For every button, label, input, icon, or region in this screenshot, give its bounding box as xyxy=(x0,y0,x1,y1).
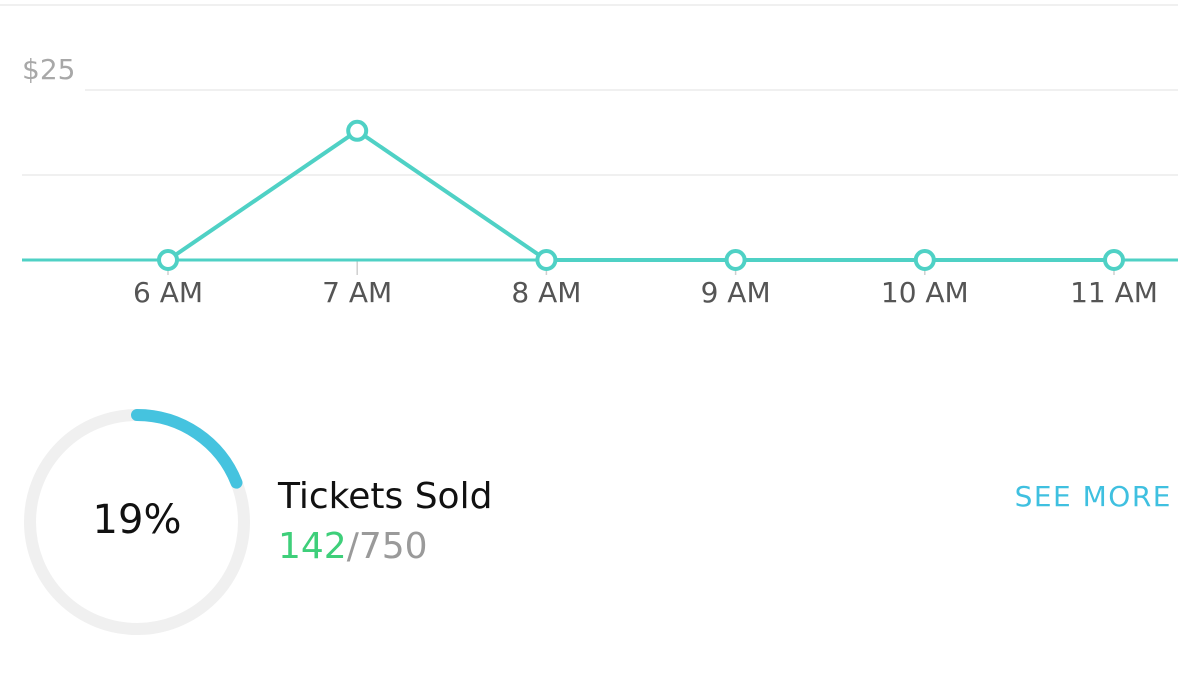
data-point xyxy=(535,249,558,271)
data-point xyxy=(724,249,747,271)
sold-count: 142 xyxy=(278,526,347,567)
tickets-count: 142/750 xyxy=(278,526,428,567)
x-tick-label: 11 AM xyxy=(1070,276,1158,309)
x-tick-label: 10 AM xyxy=(881,276,969,309)
x-tick-label: 9 AM xyxy=(701,276,771,309)
data-point xyxy=(346,119,369,142)
tickets-title: Tickets Sold xyxy=(277,476,492,517)
data-point xyxy=(1103,249,1125,271)
revenue-chart: $25 6 AM 7 AM 8 AM 9 AM 10 AM 11 AM xyxy=(22,53,1178,309)
line-series xyxy=(166,128,1114,262)
total-count: 750 xyxy=(359,526,428,567)
see-more-link[interactable]: SEE MORE xyxy=(1015,480,1172,513)
data-point xyxy=(913,249,936,271)
progress-arc xyxy=(131,409,243,489)
x-tick-label: 7 AM xyxy=(322,276,392,309)
data-point xyxy=(157,249,179,271)
percent-label: 19% xyxy=(93,497,182,543)
x-tick-label: 8 AM xyxy=(511,276,581,309)
x-tick-label: 6 AM xyxy=(133,276,203,309)
tickets-panel: 19% Tickets Sold 142/750 SEE MORE xyxy=(24,409,1172,635)
y-tick-label: $25 xyxy=(22,53,75,86)
separator: / xyxy=(347,526,360,567)
